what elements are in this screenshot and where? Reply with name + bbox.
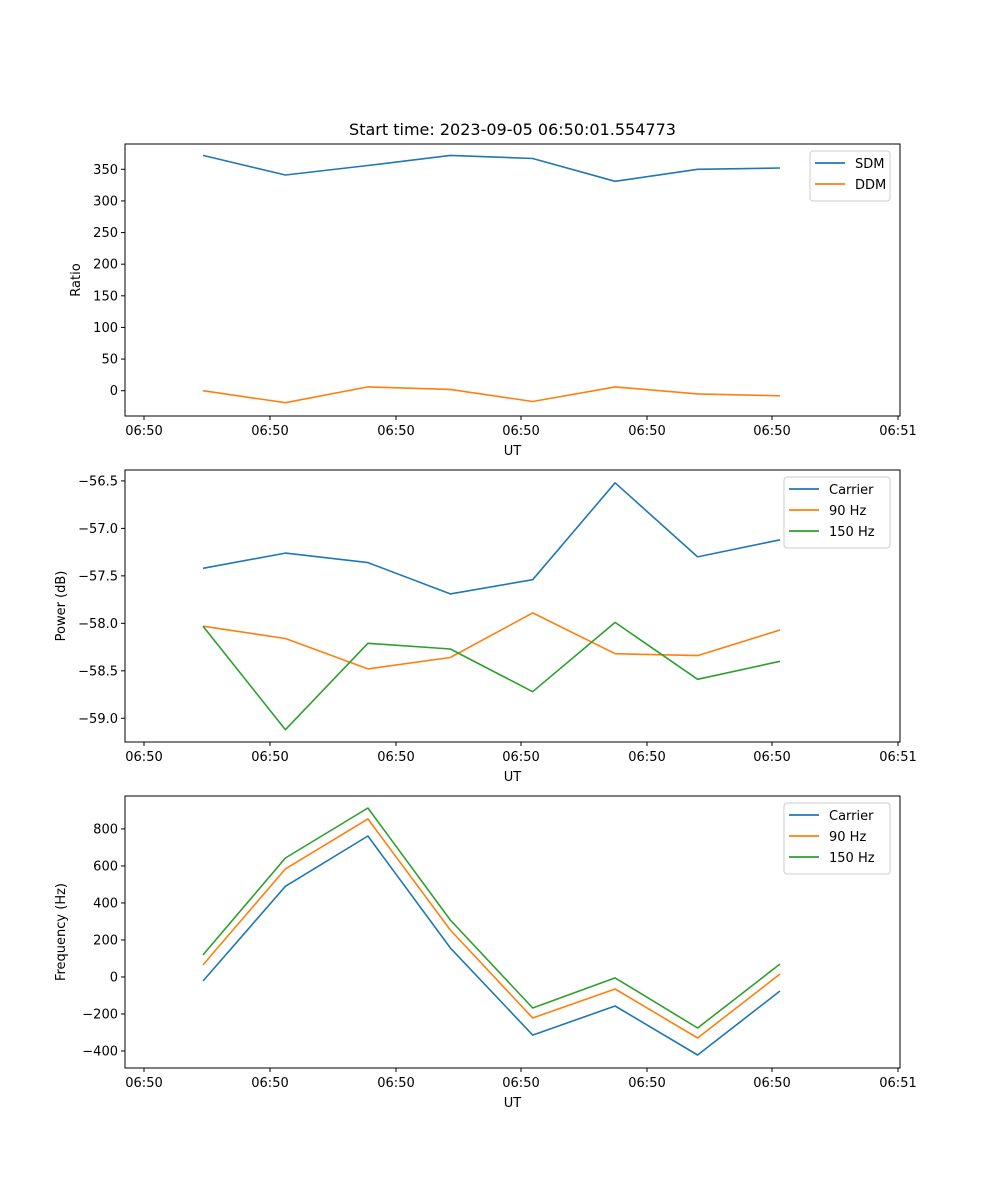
y-tick-label: 600 — [93, 859, 118, 874]
x-tick-label: 06:50 — [125, 1076, 162, 1091]
legend-label: Carrier — [829, 483, 874, 498]
y-tick-label: −59.0 — [78, 712, 118, 727]
series-line-ddm — [202, 386, 781, 404]
x-tick-label: 06:50 — [628, 424, 665, 439]
x-tick-label: 06:51 — [879, 424, 916, 439]
x-tick-label: 06:50 — [125, 750, 162, 765]
x-tick-label: 06:50 — [753, 1076, 790, 1091]
subplot-2: −59.0 −58.5 −58.0 −57.5 −57.0 −56.5 06:50 06:50… — [54, 469, 917, 785]
legend-label: 90 Hz — [829, 504, 866, 519]
x-tick-label: 06:50 — [377, 1076, 414, 1091]
y-tick-label: −57.0 — [78, 522, 118, 537]
legend-label: DDM — [855, 178, 886, 193]
series-line-sdm — [202, 154, 781, 183]
y-tick-label: −57.5 — [78, 569, 118, 584]
x-axis-label: UT — [504, 770, 522, 785]
y-tick-label: 250 — [93, 226, 118, 241]
legend: Carrier 90 Hz 150 Hz — [783, 802, 891, 875]
x-axis-label: UT — [504, 1096, 522, 1111]
chart-title: Start time: 2023-09-05 06:50:01.554773 — [349, 120, 676, 139]
legend-label: 150 Hz — [829, 851, 875, 866]
legend: SDM DDM — [809, 150, 891, 202]
y-tick-label: 0 — [110, 970, 118, 985]
series-line-carrier — [202, 481, 781, 595]
x-tick-label: 06:50 — [753, 424, 790, 439]
y-axis-label: Power (dB) — [54, 571, 69, 642]
x-tick-label: 06:50 — [628, 1076, 665, 1091]
axes-frame — [124, 469, 901, 743]
subplot-1: Start time: 2023-09-05 06:50:01.554773 0 5… — [69, 120, 917, 459]
x-tick-label: 06:51 — [879, 1076, 916, 1091]
x-tick-label: 06:50 — [753, 750, 790, 765]
y-tick-label: −200 — [82, 1007, 118, 1022]
y-axis-label: Frequency (Hz) — [54, 883, 69, 981]
y-tick-label: −400 — [82, 1044, 118, 1059]
y-tick-label: 100 — [93, 321, 118, 336]
legend-label: Carrier — [829, 809, 874, 824]
y-tick-label: 300 — [93, 194, 118, 209]
y-tick-label: 800 — [93, 822, 118, 837]
y-tick-label: 0 — [110, 384, 118, 399]
subplot-3: −400 −200 0 200 400 600 800 06:50 06:50 06:50 06:5… — [54, 795, 917, 1111]
y-tick-label: 200 — [93, 933, 118, 948]
x-tick-label: 06:50 — [377, 424, 414, 439]
legend-label: 150 Hz — [829, 525, 875, 540]
series-line-150-hz — [202, 807, 781, 1029]
x-tick-label: 06:50 — [502, 1076, 539, 1091]
legend-label: 90 Hz — [829, 830, 866, 845]
series-line-carrier — [202, 835, 781, 1056]
x-tick-label: 06:50 — [251, 1076, 288, 1091]
y-tick-label: −56.5 — [78, 474, 118, 489]
x-tick-label: 06:50 — [502, 424, 539, 439]
series-line-90-hz — [202, 818, 781, 1039]
y-tick-label: 400 — [93, 896, 118, 911]
y-tick-label: 350 — [93, 163, 118, 178]
legend-label: SDM — [855, 157, 884, 172]
x-tick-label: 06:50 — [628, 750, 665, 765]
x-tick-label: 06:51 — [879, 750, 916, 765]
series-line-90-hz — [202, 612, 781, 670]
axes-frame — [124, 143, 901, 417]
y-tick-label: 50 — [101, 353, 118, 368]
y-axis-label: Ratio — [69, 263, 84, 296]
x-tick-label: 06:50 — [502, 750, 539, 765]
legend: Carrier 90 Hz 150 Hz — [783, 476, 891, 549]
x-tick-label: 06:50 — [377, 750, 414, 765]
x-axis-label: UT — [504, 444, 522, 459]
x-tick-label: 06:50 — [251, 750, 288, 765]
y-tick-label: −58.0 — [78, 617, 118, 632]
x-tick-label: 06:50 — [125, 424, 162, 439]
axes-frame — [124, 795, 901, 1069]
y-tick-label: 200 — [93, 258, 118, 273]
y-tick-label: −58.5 — [78, 664, 118, 679]
x-tick-label: 06:50 — [251, 424, 288, 439]
series-line-150-hz — [202, 621, 781, 731]
y-tick-label: 150 — [93, 289, 118, 304]
